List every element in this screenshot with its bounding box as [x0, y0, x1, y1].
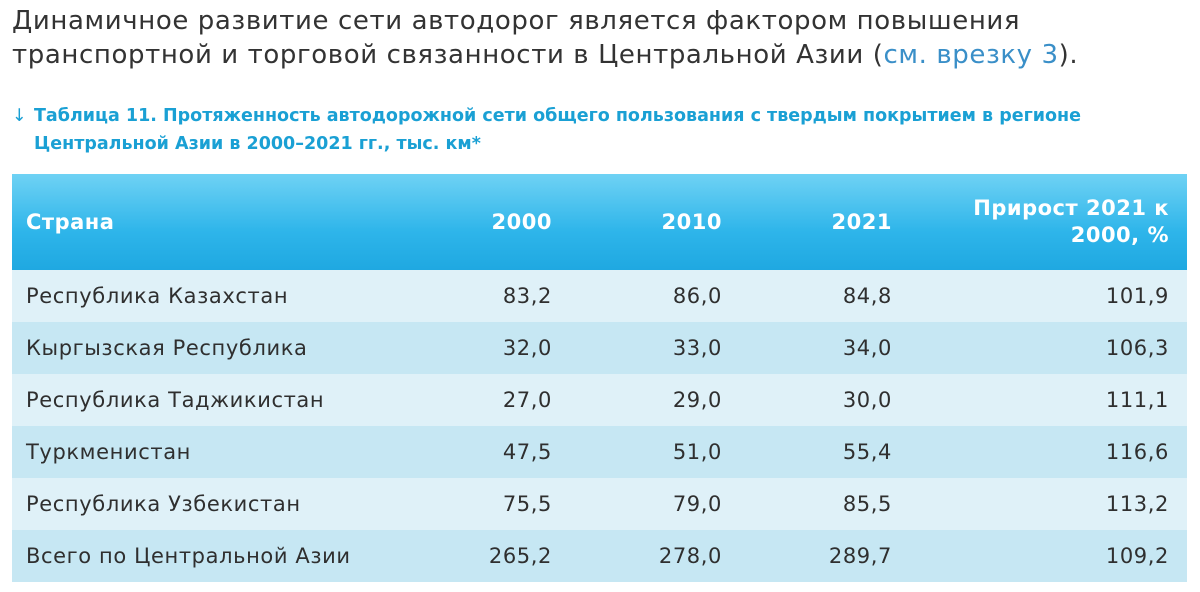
arrow-down-icon: ↓: [12, 106, 27, 126]
cell-2021: 30,0: [842, 388, 892, 412]
cell-2000: 32,0: [502, 336, 552, 360]
cell-2000: 265,2: [488, 544, 552, 568]
intro-text-end: ).: [1058, 40, 1079, 70]
cell-country: Республика Казахстан: [26, 284, 289, 308]
intro-text: Динамичное развитие сети автодорог являе…: [12, 6, 1021, 70]
table-row: Республика Казахстан 83,2 86,0 84,8 101,…: [12, 270, 1187, 322]
cell-2000: 27,0: [502, 388, 552, 412]
cell-growth: 113,2: [1105, 492, 1169, 516]
table-row: Кыргызская Республика 32,0 33,0 34,0 106…: [12, 322, 1187, 374]
box-reference-link[interactable]: см. врезку 3: [883, 40, 1059, 70]
cell-growth: 109,2: [1105, 544, 1169, 568]
cell-country: Всего по Центральной Азии: [26, 544, 351, 568]
cell-2010: 86,0: [672, 284, 722, 308]
cell-2010: 33,0: [672, 336, 722, 360]
table-caption: ↓ Таблица 11. Протяженность автодорожной …: [12, 102, 1112, 158]
header-2010: 2010: [661, 209, 722, 234]
header-2000: 2000: [491, 209, 552, 234]
cell-2000: 83,2: [502, 284, 552, 308]
header-country: Страна: [26, 209, 115, 234]
cell-2021: 55,4: [842, 440, 892, 464]
cell-2010: 278,0: [658, 544, 722, 568]
cell-2000: 75,5: [502, 492, 552, 516]
intro-paragraph: Динамичное развитие сети автодорог являе…: [12, 4, 1192, 72]
cell-2021: 34,0: [842, 336, 892, 360]
cell-growth: 111,1: [1105, 388, 1169, 412]
caption-line-1: ↓ Таблица 11. Протяженность автодорожной …: [12, 102, 1112, 130]
cell-2021: 289,7: [828, 544, 892, 568]
table-row: Туркменистан 47,5 51,0 55,4 116,6: [12, 426, 1187, 478]
cell-2021: 85,5: [842, 492, 892, 516]
table-row: Республика Таджикистан 27,0 29,0 30,0 11…: [12, 374, 1187, 426]
cell-2021: 84,8: [842, 284, 892, 308]
caption-title: Таблица 11. Протяженность автодорожной с…: [34, 106, 1081, 126]
cell-country: Туркменистан: [26, 440, 191, 464]
header-2021: 2021: [831, 209, 892, 234]
cell-growth: 106,3: [1105, 336, 1169, 360]
table-row-total: Всего по Центральной Азии 265,2 278,0 28…: [12, 530, 1187, 582]
cell-growth: 101,9: [1105, 284, 1169, 308]
header-growth: Прирост 2021 к 2000, %: [973, 196, 1169, 247]
cell-country: Кыргызская Республика: [26, 336, 308, 360]
cell-2010: 79,0: [672, 492, 722, 516]
table-row: Республика Узбекистан 75,5 79,0 85,5 113…: [12, 478, 1187, 530]
cell-2000: 47,5: [502, 440, 552, 464]
caption-line-2: Центральной Азии в 2000–2021 гг., тыс. к…: [34, 134, 481, 154]
cell-2010: 51,0: [672, 440, 722, 464]
table-header-row: Страна 2000 2010 2021 Прирост 2021 к 200…: [12, 174, 1187, 270]
road-network-table: Страна 2000 2010 2021 Прирост 2021 к 200…: [12, 174, 1187, 582]
cell-country: Республика Узбекистан: [26, 492, 301, 516]
cell-country: Республика Таджикистан: [26, 388, 325, 412]
cell-growth: 116,6: [1105, 440, 1169, 464]
cell-2010: 29,0: [672, 388, 722, 412]
